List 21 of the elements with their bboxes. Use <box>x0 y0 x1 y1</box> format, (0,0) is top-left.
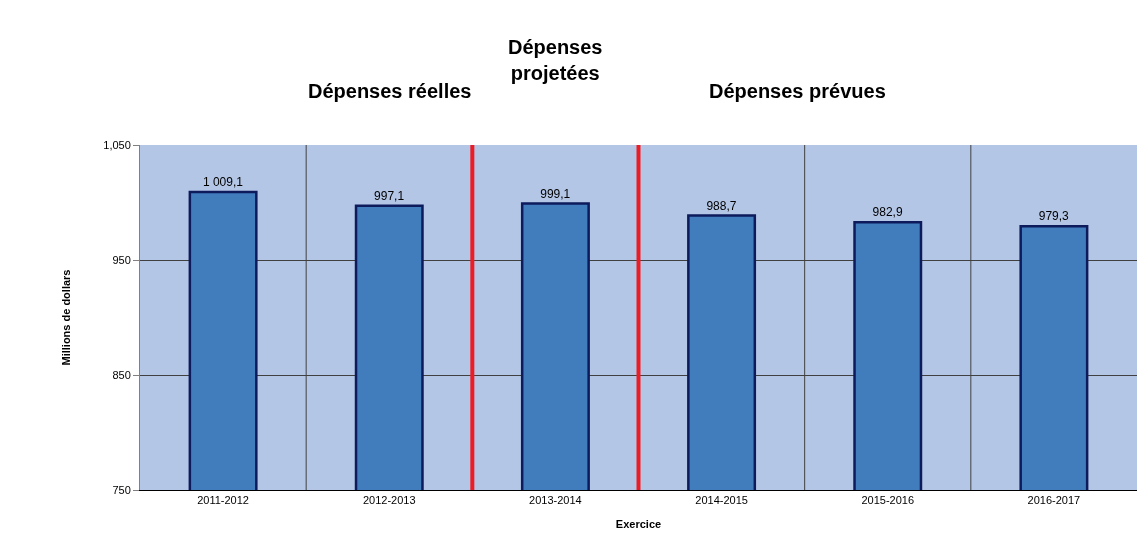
x-axis-title: Exercice <box>615 518 662 531</box>
x-tick-label: 2016-2017 <box>1027 494 1081 507</box>
data-label: 999,1 <box>540 186 571 201</box>
y-tick-label: 750 <box>112 483 131 496</box>
y-axis-title: Millions de dollars <box>59 269 72 366</box>
data-label: 1 009,1 <box>202 175 244 190</box>
data-label: 982,9 <box>872 205 903 220</box>
y-tick-label: 1,050 <box>103 138 131 151</box>
x-tick-label: 2014-2015 <box>695 494 748 507</box>
text: Dépenses réelles <box>308 80 472 102</box>
x-tick-label: 2015-2016 <box>861 494 915 507</box>
text: Dépenses projetées <box>508 36 603 84</box>
y-tick-label: 850 <box>112 368 131 381</box>
data-label: 979,3 <box>1038 209 1070 224</box>
y-tick-label: 950 <box>112 253 131 266</box>
x-tick-label: 2013-2014 <box>529 494 582 507</box>
data-label: 997,1 <box>374 188 405 203</box>
data-label: 988,7 <box>706 198 737 213</box>
text: Dépenses prévues <box>709 80 886 102</box>
x-tick-label: 2011-2012 <box>197 494 249 507</box>
x-tick-label: 2012-2013 <box>362 494 416 507</box>
